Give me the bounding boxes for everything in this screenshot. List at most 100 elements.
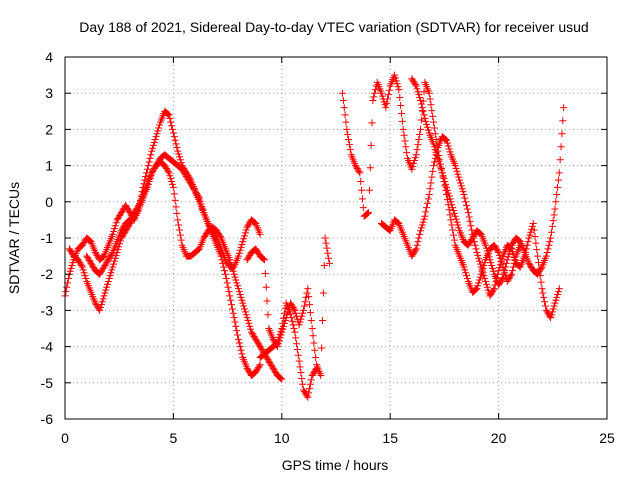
data-point: [463, 272, 471, 280]
data-point: [254, 338, 262, 346]
data-point: [79, 240, 87, 248]
data-point: [548, 308, 556, 316]
data-point: [371, 89, 379, 97]
data-point: [415, 91, 423, 99]
data-point: [383, 99, 391, 107]
data-point: [557, 143, 565, 151]
data-point: [247, 328, 255, 336]
data-point: [553, 191, 561, 199]
y-tick-label: 3: [45, 85, 53, 101]
data-point: [300, 387, 308, 395]
data-point: [80, 269, 88, 277]
data-point: [244, 222, 252, 230]
data-point: [221, 270, 229, 278]
data-point: [114, 214, 122, 222]
data-point: [252, 335, 260, 343]
data-point: [457, 182, 465, 190]
data-point: [262, 283, 270, 291]
data-point: [394, 83, 402, 91]
data-point: [190, 185, 198, 193]
data-point: [117, 209, 125, 217]
data-point: [548, 222, 556, 230]
data-point: [307, 317, 315, 325]
data-point: [217, 252, 225, 260]
data-point: [258, 345, 266, 353]
data-point: [323, 244, 331, 252]
data-point: [163, 166, 171, 174]
data-point: [475, 279, 483, 287]
data-point: [504, 276, 512, 284]
data-point: [110, 257, 118, 265]
data-point: [270, 366, 278, 374]
data-point: [96, 306, 104, 314]
data-point: [468, 226, 476, 234]
data-point: [415, 136, 423, 144]
data-point: [547, 228, 555, 236]
data-point: [401, 137, 409, 145]
data-point: [287, 314, 295, 322]
data-point: [309, 370, 317, 378]
data-point: [451, 162, 459, 170]
data-point: [550, 211, 558, 219]
data-point: [414, 238, 422, 246]
data-point: [297, 315, 305, 323]
data-point: [278, 325, 286, 332]
data-point: [148, 147, 156, 155]
data-point: [544, 309, 552, 317]
data-point: [85, 256, 93, 264]
data-point: [238, 350, 246, 358]
data-point: [358, 195, 366, 203]
data-point: [448, 201, 456, 209]
data-point: [180, 168, 188, 176]
data-point: [299, 386, 307, 394]
data-point: [455, 224, 463, 232]
data-point: [357, 178, 365, 186]
data-point: [559, 117, 567, 125]
data-point: [254, 248, 262, 256]
data-point: [64, 275, 72, 283]
data-point: [476, 230, 484, 238]
data-point: [241, 232, 249, 240]
data-point: [66, 267, 74, 275]
data-point: [489, 288, 497, 296]
data-point: [213, 227, 221, 235]
data-point: [554, 176, 562, 184]
data-point: [465, 240, 473, 248]
data-point: [88, 261, 96, 269]
data-point: [83, 252, 91, 260]
data-point: [103, 257, 111, 265]
data-point: [111, 254, 119, 262]
data-point: [490, 285, 498, 293]
data-point: [415, 234, 423, 242]
data-point: [237, 346, 245, 354]
data-point: [488, 262, 496, 270]
data-point: [430, 118, 438, 126]
data-point: [103, 280, 111, 288]
data-point: [296, 318, 304, 326]
data-point: [276, 330, 284, 338]
data-point: [221, 267, 229, 275]
data-point: [476, 229, 484, 237]
data-point: [426, 95, 434, 103]
data-point: [534, 270, 542, 278]
data-point: [530, 226, 538, 234]
data-point: [233, 279, 241, 287]
data-point: [441, 178, 449, 186]
data-point: [463, 275, 471, 283]
data-point: [145, 158, 153, 166]
data-point: [472, 245, 480, 253]
data-point: [474, 251, 482, 259]
data-point: [411, 154, 419, 162]
data-point: [451, 212, 459, 220]
data-point: [443, 139, 451, 147]
data-point: [484, 250, 492, 258]
data-point: [412, 245, 420, 253]
data-point: [449, 226, 457, 234]
data-point: [539, 289, 547, 297]
data-point: [179, 167, 187, 175]
data-points: [61, 71, 568, 401]
data-point: [243, 364, 251, 372]
data-point: [505, 250, 513, 258]
data-point: [304, 285, 312, 293]
data-point: [447, 216, 455, 224]
